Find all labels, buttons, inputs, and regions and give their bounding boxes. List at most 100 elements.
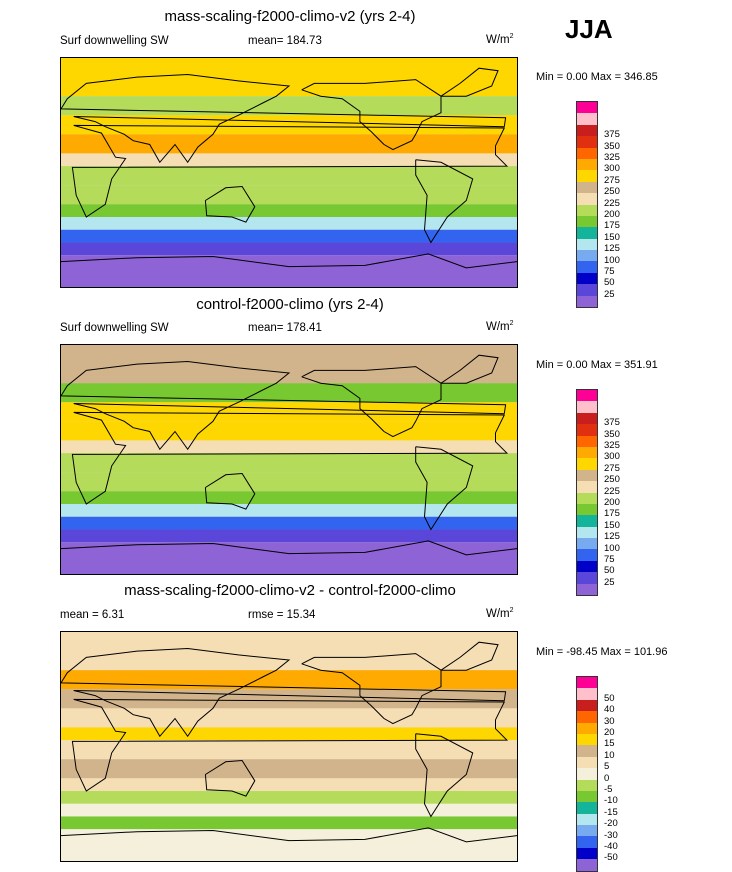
colorbar-label: 100 [604,542,620,554]
colorbar-label: 0 [604,772,610,784]
coastline-1 [61,360,507,451]
zonal-band-5 [61,166,517,186]
colorbar-swatch [577,745,597,757]
panel2-map [60,344,518,575]
colorbar-swatch [577,583,597,596]
panel1-minmax: Min = 0.00 Max = 346.85 [536,71,658,83]
colorbar-label: 150 [604,231,620,243]
colorbar-swatch [577,435,597,447]
panel3-map-svg [61,632,517,861]
zonal-band-7 [61,778,517,792]
panel2-minmax: Min = 0.00 Max = 351.91 [536,359,658,371]
zonal-band-0 [61,345,517,384]
colorbar-label: 20 [604,727,615,738]
coastline-4 [415,733,474,818]
colorbar-label: 225 [604,485,620,497]
colorbar-swatch [577,790,597,803]
zonal-band-6 [61,185,517,205]
zonal-band-0 [61,632,517,671]
colorbar-swatch [577,193,597,205]
zonal-band-1 [61,96,517,116]
colorbar-label: 5 [604,761,610,773]
colorbar-swatch [577,688,597,700]
panel3-minmax: Min = -98.45 Max = 101.96 [536,646,668,658]
colorbar-label: -10 [604,795,618,807]
panel1-map-svg [61,58,517,287]
coastline-0 [71,698,509,792]
colorbar-label: 25 [604,288,615,300]
colorbar-label: 15 [604,738,615,750]
colorbar-swatch [577,481,597,493]
zonal-band-7 [61,204,517,218]
zonal-band-6 [61,759,517,779]
colorbar-swatch [577,158,597,171]
colorbar-swatch [577,699,597,712]
colorbar-swatch [577,446,597,459]
colorbar-label: 250 [604,474,620,486]
colorbar-label: 200 [604,209,620,220]
colorbar-label: 225 [604,197,620,209]
zonal-band-3 [61,421,517,441]
colorbar-swatch [577,261,597,273]
zonal-band-9 [61,803,517,817]
colorbar-swatch [577,102,597,114]
zonal-band-9 [61,516,517,530]
zonal-band-1 [61,670,517,690]
colorbar-label: 375 [604,417,620,429]
colorbar-swatch [577,847,597,860]
coastline-6 [61,827,517,843]
panel2-title: control-f2000-climo (yrs 2-4) [196,296,384,313]
panel3-units: W/m2 [486,607,514,620]
zonal-band-2 [61,115,517,135]
colorbar-label: 30 [604,715,615,727]
colorbar-label: 25 [604,576,615,588]
zonal-band-7 [61,491,517,505]
colorbar-swatch [577,272,597,285]
colorbar-label: 300 [604,163,620,175]
colorbar-label: -30 [604,829,618,841]
colorbar-label: -20 [604,818,618,830]
panel3-units-sup: 2 [509,607,514,614]
colorbar-label: 40 [604,704,615,716]
zonal-band-3 [61,134,517,154]
colorbar-label: 325 [604,440,620,451]
panel1-title: mass-scaling-f2000-climo-v2 (yrs 2-4) [164,8,416,25]
colorbar-label: 10 [604,749,615,761]
colorbar-swatch [577,779,597,791]
colorbar-swatch [577,295,597,308]
colorbar-swatch [577,204,597,216]
colorbar-swatch [577,215,597,228]
panel1-units-base: W/m [486,33,510,46]
panel1-variable-label: Surf downwelling SW [60,35,169,47]
coastline-0 [71,411,509,505]
colorbar-swatch [577,227,597,239]
zonal-band-10 [61,816,517,830]
coastline-5 [440,67,499,97]
colorbar-swatches [576,389,598,597]
panel2-mean-label: mean= 178.41 [248,322,322,334]
zonal-band-2 [61,689,517,709]
colorbar-label: 50 [604,692,615,704]
panel1-map [60,57,518,288]
colorbar-swatch [577,492,597,504]
colorbar-swatch [577,124,597,137]
colorbar-swatches [576,101,598,309]
coastline-4 [415,159,474,244]
colorbar-swatch [577,113,597,125]
colorbar-swatch [577,733,597,746]
colorbar-label: 75 [604,554,615,565]
colorbar-label: 75 [604,266,615,277]
colorbar-label: 125 [604,243,620,255]
zonal-band-11 [61,255,517,287]
coastline-6 [61,540,517,556]
colorbar-label: 250 [604,186,620,198]
coastline-2 [204,185,256,223]
zonal-band-4 [61,440,517,454]
colorbar-swatches [576,676,598,872]
panel2-units-base: W/m [486,320,510,333]
colorbar-swatch [577,136,597,148]
zonal-band-11 [61,542,517,574]
colorbar-label: 50 [604,565,615,577]
coastline-5 [440,641,499,671]
zonal-band-5 [61,453,517,473]
